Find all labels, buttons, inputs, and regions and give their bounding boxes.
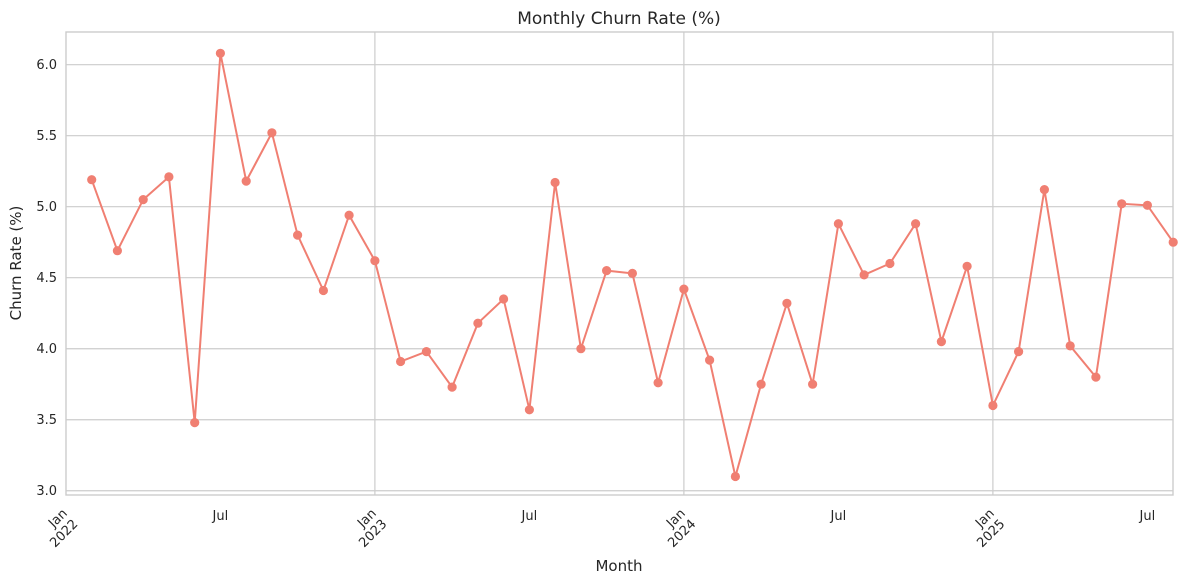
- data-point: [499, 294, 509, 304]
- data-point: [833, 219, 844, 229]
- data-point: [859, 270, 869, 280]
- y-tick-label: 4.0: [36, 342, 57, 357]
- data-point: [267, 128, 277, 138]
- y-tick-label: 3.0: [36, 484, 57, 499]
- data-point: [782, 298, 792, 308]
- data-point: [112, 246, 122, 256]
- data-point: [550, 177, 560, 188]
- y-tick-label: 6.0: [36, 58, 57, 73]
- data-point: [421, 347, 431, 357]
- data-point: [679, 284, 689, 294]
- data-point: [602, 266, 612, 276]
- data-point: [653, 378, 663, 388]
- data-point: [344, 210, 354, 220]
- plot-frame: [65, 31, 1174, 496]
- data-point: [1117, 199, 1127, 209]
- x-tick-label: Jul: [212, 509, 229, 524]
- data-point: [447, 382, 457, 392]
- data-point: [962, 261, 972, 271]
- grid: [66, 32, 1173, 495]
- data-point: [241, 176, 251, 186]
- y-axis-label: Churn Rate (%): [7, 206, 25, 321]
- x-tick-label: Jan2023: [346, 506, 391, 551]
- x-tick-label: Jan2024: [655, 506, 700, 551]
- data-point: [885, 258, 895, 269]
- data-point: [1091, 372, 1101, 382]
- data-point: [87, 175, 97, 185]
- data-point: [911, 219, 921, 229]
- data-point: [988, 400, 998, 411]
- x-tick-label: Jan2025: [964, 506, 1009, 551]
- series-line: [90, 53, 1175, 477]
- data-point: [370, 256, 380, 266]
- data-point: [936, 337, 947, 347]
- data-point: [1142, 200, 1152, 210]
- data-point: [215, 48, 225, 58]
- data-point: [396, 356, 406, 367]
- data-point: [756, 379, 766, 389]
- y-tick-label: 3.5: [36, 413, 57, 428]
- y-tick-label: 5.5: [36, 129, 57, 144]
- series-churn-rate: [87, 48, 1178, 482]
- x-tick-label: Jul: [521, 509, 538, 524]
- data-point: [627, 268, 638, 278]
- data-point: [808, 379, 818, 389]
- data-point: [1014, 347, 1024, 357]
- chart-title: Monthly Churn Rate (%): [517, 9, 721, 29]
- data-point: [524, 405, 535, 415]
- data-point: [1039, 185, 1049, 195]
- data-point: [190, 418, 200, 428]
- data-point: [730, 471, 741, 482]
- data-point: [1168, 237, 1178, 247]
- data-point: [473, 318, 483, 328]
- data-point: [318, 285, 328, 296]
- data-point: [293, 230, 303, 240]
- data-point: [164, 172, 174, 182]
- x-tick-label: Jan2022: [37, 506, 82, 551]
- x-tick-label: Jul: [1139, 509, 1156, 524]
- y-tick-label: 5.0: [36, 200, 57, 215]
- y-tick-label: 4.5: [36, 271, 57, 286]
- data-point: [576, 344, 586, 354]
- data-point: [705, 355, 715, 365]
- data-point: [1065, 341, 1075, 351]
- data-point: [138, 195, 148, 205]
- x-tick-label: Jul: [830, 509, 847, 524]
- x-axis-label: Month: [595, 557, 642, 575]
